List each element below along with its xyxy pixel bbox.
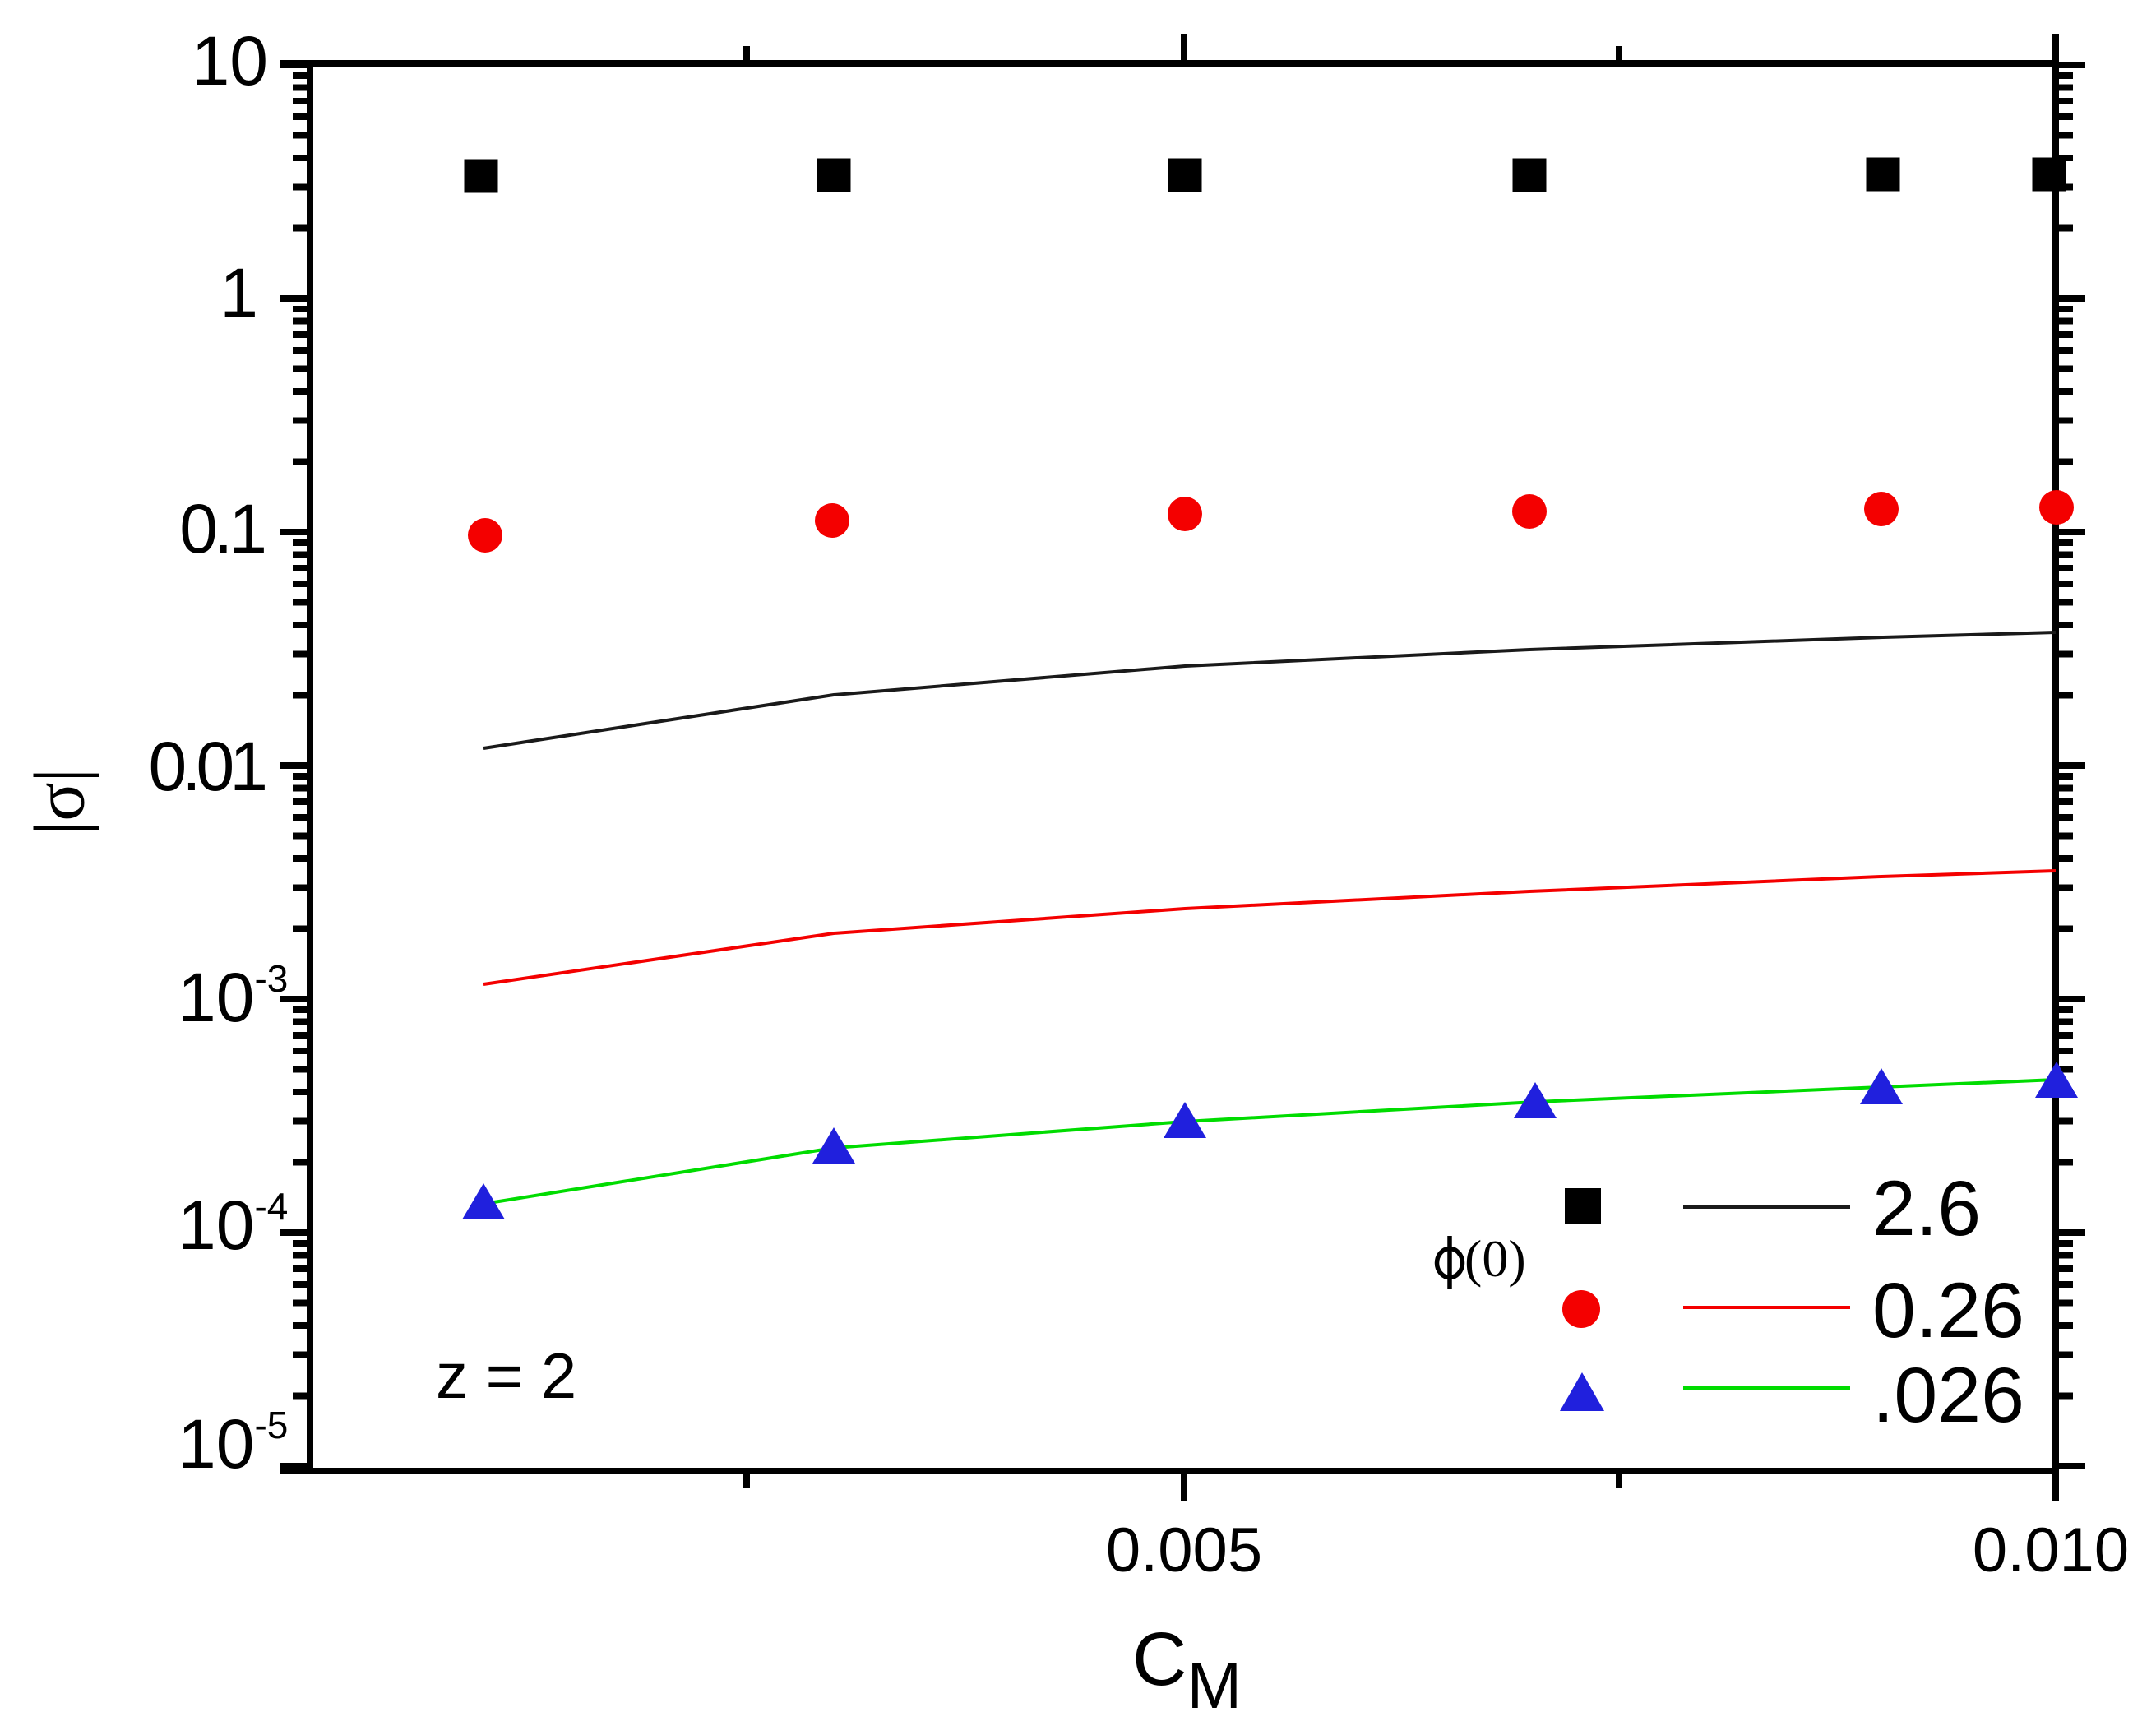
- svg-text:10-3: 10-3: [178, 957, 288, 1036]
- svg-text:10: 10: [192, 22, 268, 99]
- svg-text:z = 2: z = 2: [436, 1339, 576, 1412]
- svg-text:|σ|: |σ|: [21, 768, 100, 835]
- svg-text:0.010: 0.010: [1973, 1515, 2129, 1585]
- svg-text:1: 1: [220, 254, 258, 331]
- svg-text:0.26: 0.26: [1872, 1267, 2024, 1354]
- svg-text:(0): (0): [1464, 1229, 1526, 1288]
- svg-text:CM: CM: [1132, 1617, 1242, 1722]
- svg-text:.026: .026: [1872, 1352, 2024, 1439]
- svg-text:10-5: 10-5: [178, 1404, 288, 1483]
- svg-text:10-4: 10-4: [178, 1185, 288, 1264]
- svg-text:0.01: 0.01: [149, 728, 266, 805]
- svg-text:0.1: 0.1: [179, 490, 264, 567]
- svg-text:2.6: 2.6: [1872, 1165, 1981, 1252]
- svg-text:0.005: 0.005: [1106, 1515, 1262, 1585]
